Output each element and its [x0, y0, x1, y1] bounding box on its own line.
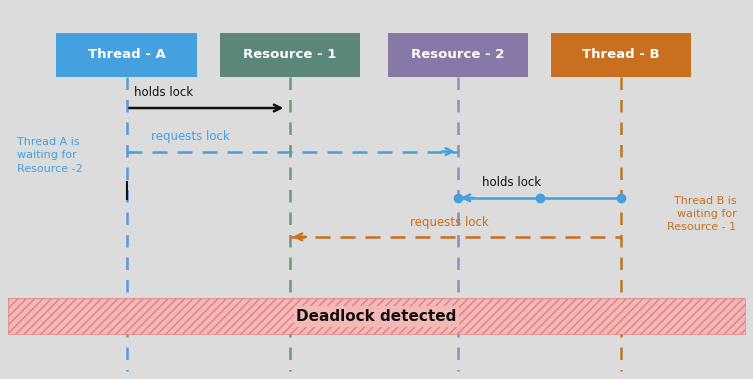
- Text: holds lock: holds lock: [482, 177, 541, 190]
- FancyBboxPatch shape: [551, 33, 691, 77]
- Text: Resource - 2: Resource - 2: [411, 49, 505, 61]
- FancyBboxPatch shape: [56, 33, 197, 77]
- Bar: [8, 299, 745, 334]
- Text: requests lock: requests lock: [151, 130, 230, 143]
- Text: Resource - 1: Resource - 1: [243, 49, 337, 61]
- Text: Thread - A: Thread - A: [87, 49, 166, 61]
- Bar: [8, 299, 745, 334]
- FancyBboxPatch shape: [220, 33, 360, 77]
- Text: holds lock: holds lock: [134, 86, 194, 99]
- Text: Thread B is
waiting for
Resource - 1: Thread B is waiting for Resource - 1: [667, 196, 736, 232]
- Text: Deadlock detected: Deadlock detected: [297, 309, 456, 324]
- FancyBboxPatch shape: [388, 33, 528, 77]
- Text: Thread - B: Thread - B: [582, 49, 660, 61]
- Text: requests lock: requests lock: [410, 216, 489, 229]
- Text: Thread A is
waiting for
Resource -2: Thread A is waiting for Resource -2: [17, 137, 82, 174]
